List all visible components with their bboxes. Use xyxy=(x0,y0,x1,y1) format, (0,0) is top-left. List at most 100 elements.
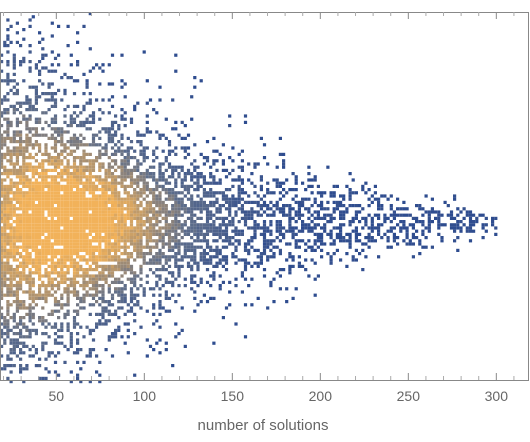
density-cell xyxy=(12,364,16,368)
density-cell xyxy=(82,255,86,259)
density-cell xyxy=(25,127,29,131)
density-cell xyxy=(110,127,115,131)
density-cell xyxy=(123,261,127,265)
density-cell xyxy=(88,258,92,262)
density-cell xyxy=(44,133,48,137)
density-cell xyxy=(275,184,279,188)
density-cell xyxy=(136,204,140,208)
density-cell xyxy=(139,149,143,153)
density-cell xyxy=(177,268,181,272)
density-cell xyxy=(28,66,32,70)
density-cell xyxy=(41,258,45,262)
density-cell xyxy=(101,306,105,310)
density-cell xyxy=(123,226,127,230)
density-cell xyxy=(88,213,92,217)
density-cell xyxy=(66,226,70,230)
density-cell xyxy=(50,178,54,182)
density-cell xyxy=(72,136,77,140)
x-tick-label: 200 xyxy=(309,388,333,404)
density-cell xyxy=(91,216,96,220)
density-cell xyxy=(145,210,149,214)
density-cell xyxy=(117,277,121,281)
density-cell xyxy=(63,156,67,160)
density-cell xyxy=(66,76,70,80)
density-cell xyxy=(72,168,77,172)
density-cell xyxy=(418,252,422,256)
density-cell xyxy=(79,229,83,233)
density-cell xyxy=(76,239,80,243)
density-cell xyxy=(9,216,13,220)
density-cell xyxy=(44,261,48,265)
density-cell xyxy=(174,261,178,265)
density-cell xyxy=(164,268,168,272)
density-cell xyxy=(41,162,45,166)
density-cell xyxy=(85,178,89,182)
density-cell xyxy=(193,168,197,172)
density-cell xyxy=(120,178,124,182)
density-cell xyxy=(28,104,32,108)
density-cell xyxy=(47,108,51,112)
density-cell xyxy=(101,274,105,278)
density-cell xyxy=(98,168,102,172)
density-cell xyxy=(76,172,80,176)
density-cell xyxy=(66,207,70,211)
density-cell xyxy=(25,216,29,220)
density-cell xyxy=(63,239,67,243)
density-cell xyxy=(110,223,115,227)
density-cell xyxy=(98,200,102,204)
density-cell xyxy=(167,255,172,259)
density-cell xyxy=(316,274,320,278)
density-cell xyxy=(117,223,121,227)
density-cell xyxy=(161,236,165,240)
density-cell xyxy=(53,252,58,256)
density-cell xyxy=(453,216,457,220)
density-cell xyxy=(161,245,165,249)
density-cell xyxy=(167,245,172,249)
density-cell xyxy=(142,175,146,179)
density-cell xyxy=(145,127,149,131)
density-cell xyxy=(85,204,89,208)
density-cell xyxy=(139,242,143,246)
density-cell xyxy=(161,200,165,204)
density-cell xyxy=(155,252,159,256)
density-cell xyxy=(440,239,444,243)
density-cell xyxy=(142,213,146,217)
density-cell xyxy=(60,252,64,256)
density-cell xyxy=(126,303,130,307)
density-cell xyxy=(152,165,156,169)
density-cell xyxy=(44,268,48,272)
density-cell xyxy=(41,210,45,214)
density-cell xyxy=(25,146,29,150)
density-cell xyxy=(47,220,51,224)
density-cell xyxy=(57,133,61,137)
density-cell xyxy=(304,207,308,211)
density-cell xyxy=(50,284,54,288)
density-cell xyxy=(22,220,26,224)
density-cell xyxy=(76,104,80,108)
density-cell xyxy=(25,232,29,236)
density-cell xyxy=(47,159,51,163)
density-cell xyxy=(126,226,130,230)
density-cell xyxy=(148,220,153,224)
density-cell xyxy=(82,72,86,76)
density-cell xyxy=(145,309,149,313)
density-cell xyxy=(79,111,83,115)
density-cell xyxy=(190,172,194,176)
density-cell xyxy=(0,136,4,140)
density-cell xyxy=(0,322,4,326)
density-cell xyxy=(19,300,23,304)
density-cell xyxy=(193,280,197,284)
density-cell xyxy=(25,197,29,201)
density-cell xyxy=(114,268,118,272)
density-cell xyxy=(209,296,213,300)
density-cell xyxy=(66,204,70,208)
density-cell xyxy=(310,245,314,249)
density-cell xyxy=(228,280,232,284)
density-cell xyxy=(19,348,23,352)
density-cell xyxy=(421,245,425,249)
density-cell xyxy=(152,239,156,243)
density-cell xyxy=(57,210,61,214)
density-cell xyxy=(158,277,162,281)
density-cell xyxy=(9,124,13,128)
density-cell xyxy=(31,168,35,172)
